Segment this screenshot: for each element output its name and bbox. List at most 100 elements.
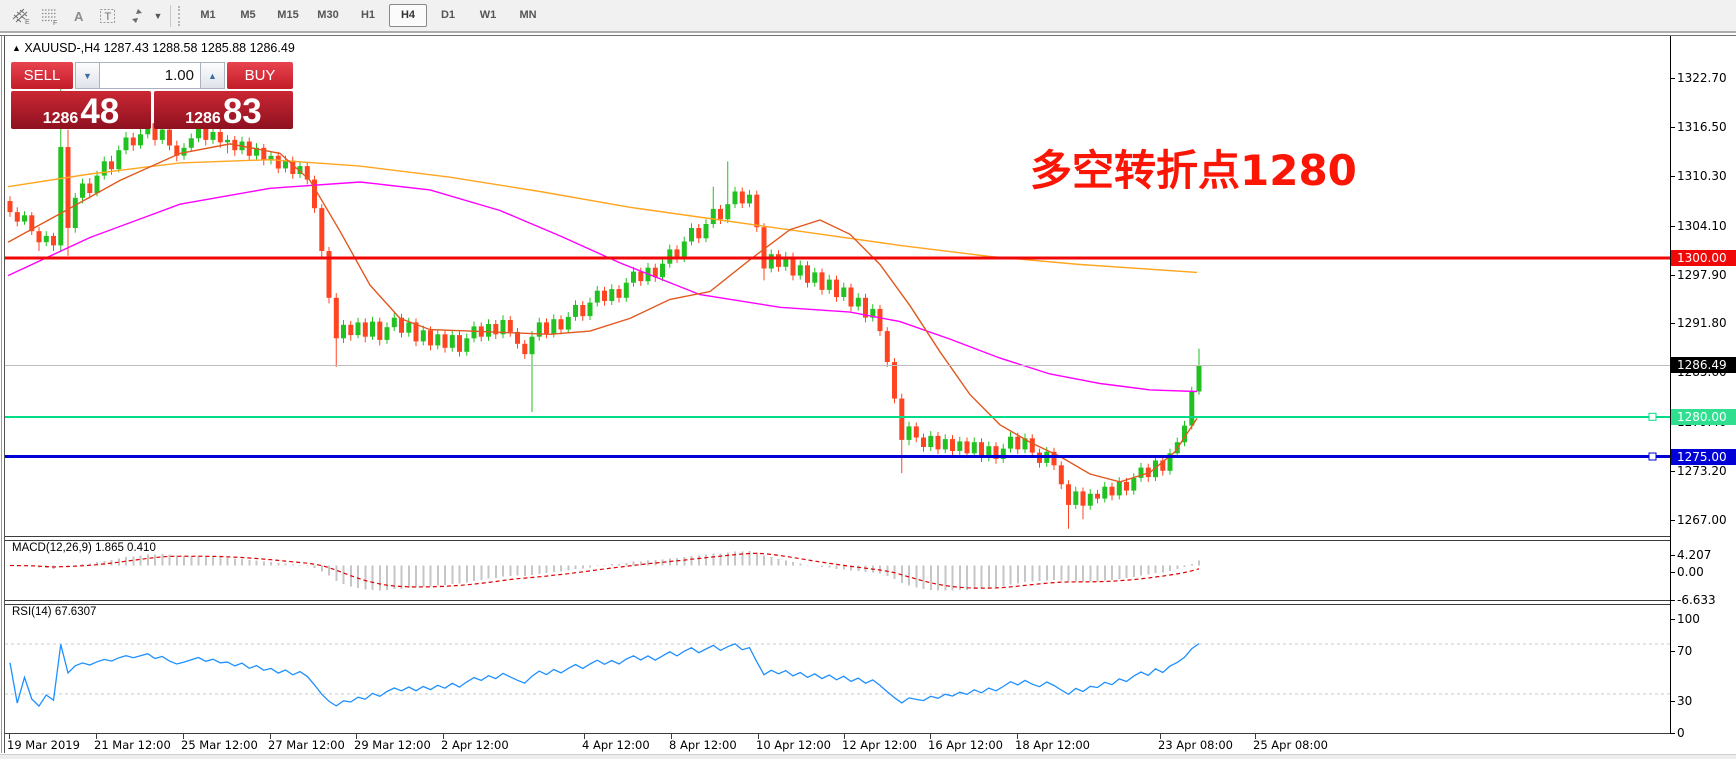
timeframe-mn-button[interactable]: MN (519, 9, 537, 21)
price-badge-1275.00: 1275.00 (1671, 449, 1736, 465)
collapse-triangle-icon[interactable]: ▲ (12, 43, 21, 53)
ma-medium-line (7, 181, 1198, 393)
ma-slow-line (7, 158, 1198, 274)
ask-price-small: 1286 (185, 109, 221, 127)
macd-axis-label: -6.633 (1677, 593, 1716, 607)
price-badge-1286.49: 1286.49 (1671, 357, 1736, 373)
timeframe-h4-button[interactable]: H4 (389, 4, 427, 27)
tool-letter: T (104, 11, 111, 23)
bid-price-tile[interactable]: 1286 48 (11, 91, 151, 129)
macd-tick-mark (1670, 555, 1675, 556)
toolbar: E F A T ▼ M1 M5 M15 M30 H1 H4 D1 W1 MN (0, 0, 1736, 33)
macd-tick-mark (1670, 572, 1675, 573)
price-tick-label: 1322.70 (1677, 71, 1727, 85)
window-left-edge (1, 36, 2, 753)
hline-handle[interactable] (1648, 412, 1657, 421)
price-tick-label: 1310.30 (1677, 169, 1727, 183)
macd-indicator-label: MACD(12,26,9) 1.865 0.410 (12, 542, 156, 554)
toolbar-grip (178, 5, 183, 26)
volume-decrease-button[interactable]: ▼ (75, 62, 100, 89)
price-tick-mark (1670, 323, 1675, 324)
rsi-axis-label: 70 (1677, 644, 1693, 658)
date-label: 25 Mar 12:00 (181, 738, 258, 752)
price-tick-label: 1267.00 (1677, 513, 1727, 527)
arrow-objects-tool-button[interactable] (122, 3, 151, 29)
chart-title: ▲ XAUUSD-,H4 1287.43 1288.58 1285.88 128… (12, 41, 295, 55)
timeframe-m30-button[interactable]: M30 (317, 9, 339, 21)
buy-button[interactable]: BUY (227, 62, 293, 89)
chart-top-border (0, 35, 1736, 36)
date-tick-mark (9, 733, 10, 739)
volume-input[interactable] (100, 63, 200, 88)
date-tick-mark (183, 733, 184, 739)
tool-letter: E (25, 19, 30, 26)
macd-histogram (16, 551, 1200, 591)
chart-text-annotation[interactable]: 多空转折点1280 (1030, 146, 1357, 195)
tool-letter: A (74, 9, 84, 24)
price-tick-label: 1316.50 (1677, 120, 1727, 134)
price-tick-label: 1273.20 (1677, 464, 1727, 478)
price-tick-label: 1304.10 (1677, 219, 1727, 233)
hline-handle[interactable] (1648, 452, 1657, 461)
chart-window[interactable] (0, 35, 1736, 753)
sell-button[interactable]: SELL (11, 62, 73, 89)
date-tick-mark (671, 733, 672, 739)
date-tick-mark (1255, 733, 1256, 739)
date-label: 2 Apr 12:00 (441, 738, 509, 752)
date-label: 18 Apr 12:00 (1015, 738, 1090, 752)
macd-panel-divider[interactable] (5, 536, 1670, 541)
macd-axis-label: 4.207 (1677, 548, 1712, 562)
timeframe-w1-button[interactable]: W1 (479, 9, 497, 21)
price-badge-1300.00: 1300.00 (1671, 250, 1736, 266)
rsi-axis-label: 0 (1677, 726, 1685, 740)
rsi-tick-mark (1670, 619, 1675, 620)
timeframe-h1-button[interactable]: H1 (360, 9, 376, 21)
rsi-panel-divider[interactable] (5, 600, 1670, 605)
date-tick-mark (844, 733, 845, 739)
price-tick-mark (1670, 275, 1675, 276)
macd-signal-line (9, 552, 1200, 589)
date-label: 21 Mar 12:00 (94, 738, 171, 752)
rsi-tick-mark (1670, 733, 1675, 734)
date-label: 27 Mar 12:00 (268, 738, 345, 752)
date-label: 29 Mar 12:00 (354, 738, 431, 752)
volume-increase-button[interactable]: ▲ (200, 62, 225, 89)
timeframe-m15-button[interactable]: M15 (277, 9, 299, 21)
volume-field-wrap (100, 62, 200, 89)
rsi-indicator-label: RSI(14) 67.6307 (12, 606, 97, 618)
ma-fast-line (7, 143, 1198, 483)
equidistant-channel-tool-button[interactable]: E (6, 3, 35, 29)
text-tool-button[interactable]: A (64, 3, 93, 29)
date-tick-mark (96, 733, 97, 739)
bid-price-big: 48 (80, 91, 120, 131)
date-label: 25 Apr 08:00 (1253, 738, 1328, 752)
date-label: 10 Apr 12:00 (756, 738, 831, 752)
text-label-icon: T (99, 8, 115, 23)
fibonacci-retracement-tool-button[interactable]: F (35, 3, 64, 29)
timeframe-m1-button[interactable]: M1 (200, 9, 216, 21)
date-label: 8 Apr 12:00 (669, 738, 737, 752)
candles-layer (7, 78, 1202, 529)
timeframe-m5-button[interactable]: M5 (240, 9, 256, 21)
date-tick-mark (1017, 733, 1018, 739)
price-tick-mark (1670, 226, 1675, 227)
date-label: 12 Apr 12:00 (842, 738, 917, 752)
chart-left-border (4, 36, 5, 753)
date-label: 23 Apr 08:00 (1158, 738, 1233, 752)
tool-letter: F (53, 20, 57, 26)
price-tick-mark (1670, 78, 1675, 79)
bid-price-small: 1286 (42, 109, 79, 127)
text-label-tool-button[interactable]: T (93, 3, 122, 29)
arrow-objects-dropdown[interactable]: ▼ (153, 10, 163, 21)
date-tick-mark (270, 733, 271, 739)
rsi-panel-bottom-border (5, 733, 1670, 734)
rsi-axis-label: 100 (1677, 612, 1700, 626)
date-tick-mark (930, 733, 931, 739)
rsi-line (9, 643, 1200, 708)
date-tick-mark (443, 733, 444, 739)
date-tick-mark (758, 733, 759, 739)
ask-price-tile[interactable]: 1286 83 (154, 91, 293, 129)
timeframe-d1-button[interactable]: D1 (440, 9, 456, 21)
timeframe-bar: M1 M5 M15 M30 H1 H4 D1 W1 MN (189, 4, 547, 27)
